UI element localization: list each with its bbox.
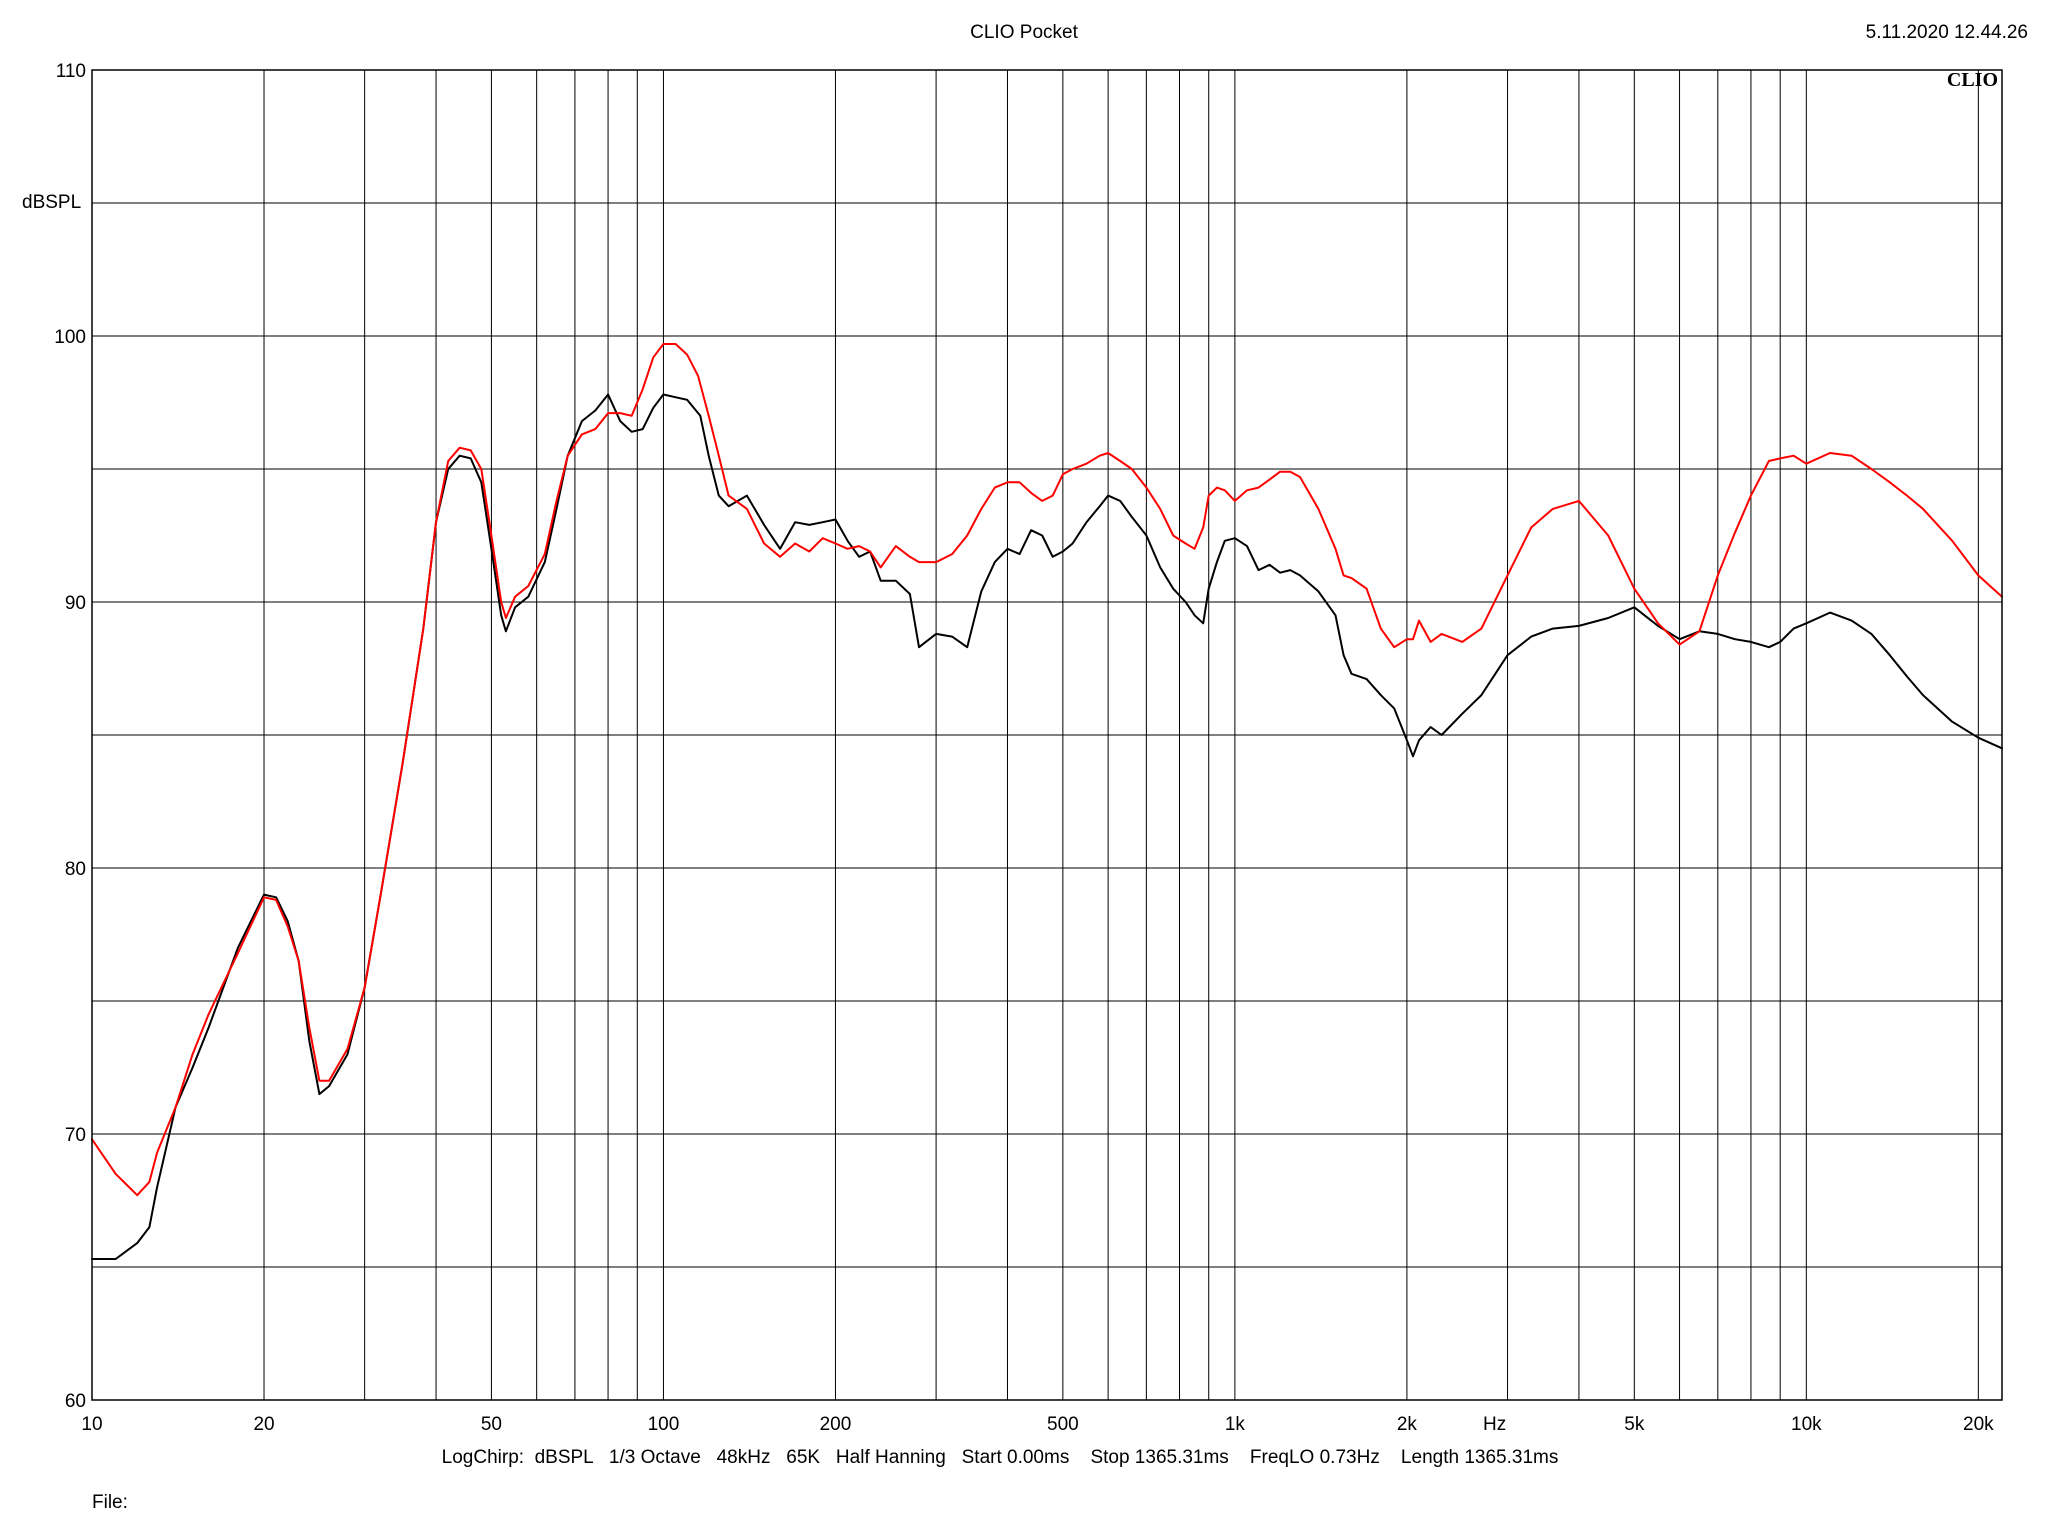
timestamp: 5.11.2020 12.44.26 — [1865, 22, 2028, 43]
y-axis-tick-labels: 60 70 80 90 100 110 — [54, 61, 86, 1412]
y-tick-label: 60 — [65, 1391, 86, 1412]
file-label: File: — [92, 1492, 128, 1513]
x-tick-label: 100 — [648, 1414, 680, 1435]
x-tick-label: 10 — [81, 1414, 102, 1435]
chart-title: CLIO Pocket — [970, 22, 1078, 43]
x-axis-tick-labels: 10 20 50 100 200 500 1k 2k 5k 10k 20k — [81, 1414, 1994, 1435]
x-tick-label: 10k — [1791, 1414, 1822, 1435]
x-axis-label: Hz — [1483, 1414, 1506, 1435]
clio-logo: CLIO — [1947, 69, 1998, 91]
x-tick-label: 200 — [820, 1414, 852, 1435]
x-tick-label: 50 — [481, 1414, 502, 1435]
x-tick-label: 500 — [1047, 1414, 1079, 1435]
x-tick-label: 1k — [1225, 1414, 1246, 1435]
y-tick-label: 80 — [65, 859, 86, 880]
x-tick-label: 2k — [1397, 1414, 1418, 1435]
measurement-settings: LogChirp: dBSPL 1/3 Octave 48kHz 65K Hal… — [442, 1447, 1559, 1468]
series-line-red — [91, 343, 2003, 1197]
series-line-black — [91, 393, 2003, 1260]
y-tick-label: 70 — [65, 1125, 86, 1146]
y-tick-label: 110 — [56, 61, 86, 82]
y-tick-label: 90 — [65, 593, 86, 614]
series-layer — [91, 343, 2003, 1260]
y-axis-label: dBSPL — [22, 192, 81, 213]
x-tick-label: 20k — [1963, 1414, 1994, 1435]
x-tick-label: 20 — [253, 1414, 274, 1435]
x-tick-label: 5k — [1624, 1414, 1645, 1435]
y-tick-label: 100 — [54, 327, 86, 348]
plot-frame — [91, 69, 2003, 1401]
